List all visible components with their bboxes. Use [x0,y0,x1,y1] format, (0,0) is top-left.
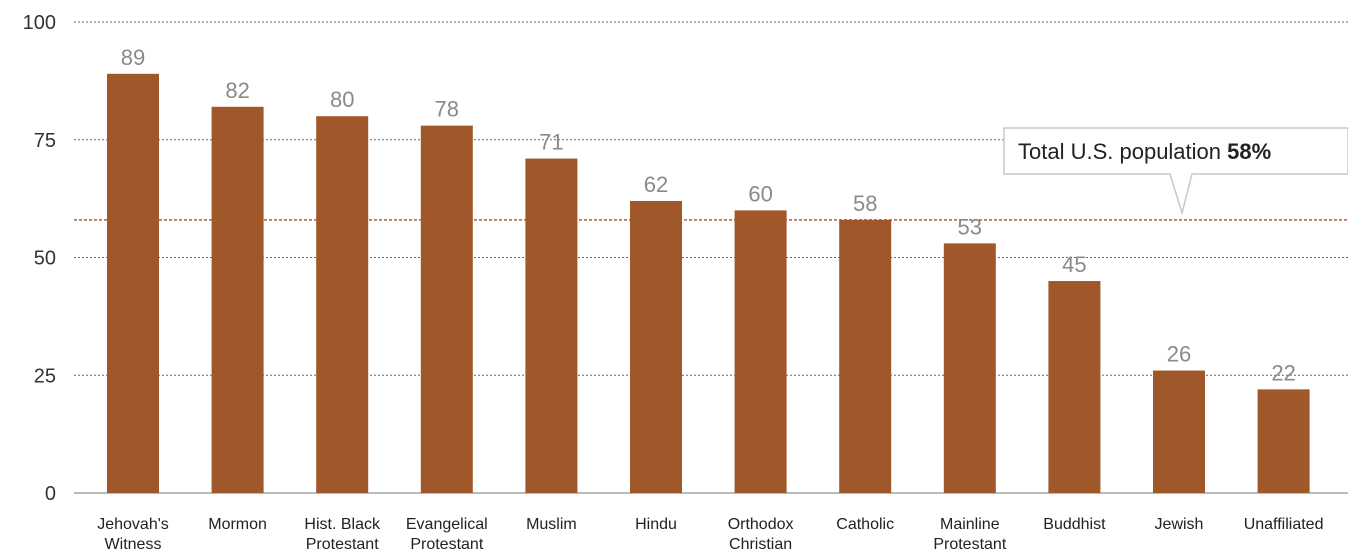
reference-callout: Total U.S. population 58% [1003,127,1348,216]
data-label: 26 [1167,342,1191,367]
bar [107,73,159,493]
x-tick-label: Hist. Black Protestant [304,516,381,553]
y-axis: 0 25 50 75 100 [23,12,56,505]
x-tick-label: Unaffiliated [1244,516,1324,533]
callout-value: 58% [1227,139,1271,164]
y-tick-label: 0 [45,483,56,505]
data-label: 22 [1271,360,1295,385]
x-tick-label: Orthodox Christian [728,516,794,553]
x-tick-label: Muslim [526,516,577,533]
x-tick-label: Mainline Protestant [933,516,1006,553]
data-label: 71 [539,130,563,155]
data-label: 80 [330,87,354,112]
bar [1048,281,1101,493]
bar [734,210,787,493]
y-tick-label: 50 [34,248,56,270]
bar [839,219,892,493]
y-tick-label: 75 [34,130,56,152]
data-label: 82 [225,78,249,103]
callout-label: Total U.S. population 58% [1018,139,1271,164]
data-label: 89 [121,45,145,70]
x-tick-label: Jehovah's Witness [97,516,169,553]
bar [525,158,578,493]
bar [630,200,682,494]
y-tick-label: 100 [23,12,56,34]
x-tick-label: Hindu [635,516,677,533]
x-tick-label: Catholic [836,516,894,533]
x-tick-label: Jewish [1155,516,1204,533]
bar [420,125,473,494]
x-axis: Jehovah's Witness Mormon Hist. Black Protest… [97,516,1323,553]
x-tick-label: Buddhist [1043,516,1106,533]
bar [211,106,264,493]
data-label: 78 [435,97,459,122]
bar [943,243,996,493]
data-label: 62 [644,172,668,197]
data-label: 58 [853,191,877,216]
callout-box [1003,127,1348,216]
x-tick-label: Evangelical Protestant [406,516,488,553]
gridlines [74,21,1348,494]
data-labels: 89 82 80 78 71 62 60 58 53 45 26 22 [121,45,1296,386]
data-label: 45 [1062,252,1086,277]
bar [1257,389,1310,493]
data-label: 60 [748,181,772,206]
bar [316,116,369,493]
bars [107,73,1310,494]
y-tick-label: 25 [34,365,56,387]
x-tick-label: Mormon [208,516,267,533]
data-label: 53 [958,214,982,239]
bar [1153,370,1205,493]
